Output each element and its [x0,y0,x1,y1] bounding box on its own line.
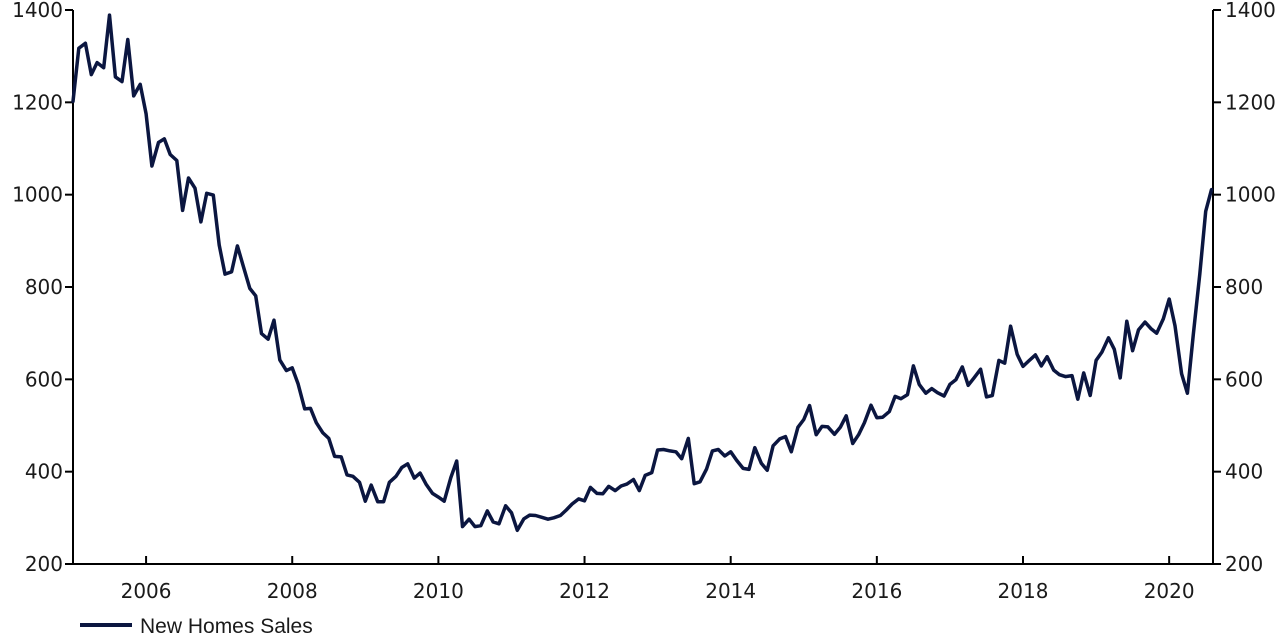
y-tick-label-left: 1200 [12,90,63,114]
series-line-new-homes-sales [71,13,1214,533]
y-tick-label-left: 800 [25,275,63,299]
x-tick-label: 2010 [413,579,464,603]
x-tick-label: 2012 [559,579,610,603]
x-tick-label: 2020 [1144,579,1195,603]
y-tick-label-left: 600 [25,367,63,391]
legend: New Homes Sales [80,615,313,638]
x-tick-label: 2016 [851,579,902,603]
y-tick-label-right: 600 [1225,367,1263,391]
ticks: 200 200 400 400 600 600 800 800 1000 1000 1200 1200… [12,0,1276,603]
legend-label: New Homes Sales [140,615,313,638]
series-layer [71,13,1214,533]
y-tick-label-left: 200 [25,552,63,576]
y-tick-label-right: 400 [1225,460,1263,484]
y-tick-label-right: 200 [1225,552,1263,576]
x-tick-label: 2008 [267,579,318,603]
y-tick-label-left: 1400 [12,0,63,22]
x-tick-label: 2018 [998,579,1049,603]
x-tick-label: 2014 [705,579,756,603]
y-tick-label-right: 1200 [1225,90,1276,114]
y-tick-label-right: 1000 [1225,183,1276,207]
y-tick-label-right: 800 [1225,275,1263,299]
y-tick-label-left: 400 [25,460,63,484]
y-tick-label-left: 1000 [12,183,63,207]
x-tick-label: 2006 [121,579,172,603]
y-tick-label-right: 1400 [1225,0,1276,22]
